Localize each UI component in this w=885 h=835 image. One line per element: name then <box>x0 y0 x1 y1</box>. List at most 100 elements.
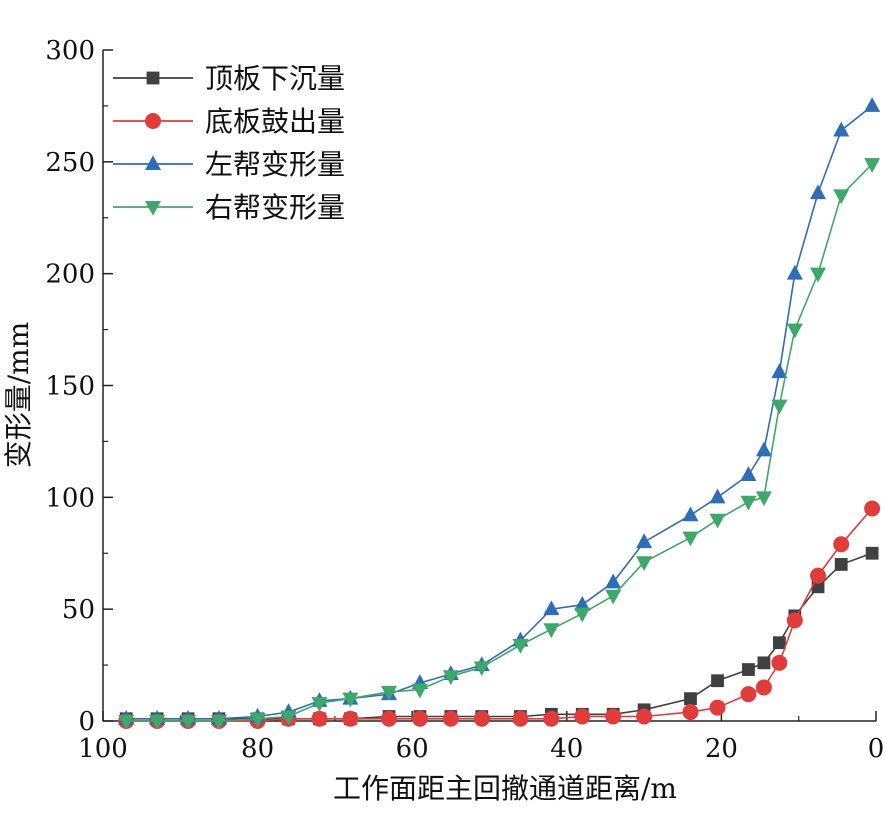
data-point <box>210 715 227 730</box>
data-point <box>709 488 726 504</box>
legend-label: 顶板下沉量 <box>205 62 345 95</box>
y-tick-label: 100 <box>45 483 95 513</box>
data-point <box>709 699 726 716</box>
data-point <box>543 600 560 616</box>
x-tick-label: 60 <box>396 734 429 764</box>
y-tick-label: 0 <box>78 707 95 737</box>
data-point <box>473 661 490 677</box>
data-point <box>864 500 881 517</box>
y-axis-title: 变形量/mm <box>2 322 35 469</box>
data-point <box>145 201 161 216</box>
legend-label: 底板鼓出量 <box>205 105 345 138</box>
data-point <box>740 686 757 703</box>
x-tick-label: 80 <box>241 734 274 764</box>
y-tick-label: 150 <box>45 372 95 402</box>
legend-item-3: 左帮变形量 <box>113 148 345 181</box>
data-point <box>711 674 724 688</box>
data-point <box>755 679 772 696</box>
data-point <box>865 546 879 560</box>
data-point <box>605 708 622 725</box>
data-point <box>605 589 622 605</box>
data-point <box>740 466 757 481</box>
series-2 <box>118 500 881 729</box>
series-layer <box>118 97 881 730</box>
data-point <box>811 580 825 594</box>
series-1 <box>119 546 879 726</box>
data-point <box>786 323 803 339</box>
legend-item-4: 右帮变形量 <box>113 191 345 224</box>
data-point <box>682 506 699 522</box>
data-point <box>311 710 328 727</box>
data-point <box>512 710 529 727</box>
data-point <box>411 710 428 727</box>
data-point <box>772 636 786 650</box>
data-point <box>864 158 881 173</box>
data-point <box>833 189 850 205</box>
data-point <box>786 264 803 280</box>
data-point <box>342 710 359 727</box>
x-tick-label: 100 <box>78 734 128 764</box>
data-point <box>180 715 197 730</box>
data-point <box>771 399 788 415</box>
legend-item-2: 底板鼓出量 <box>113 105 345 138</box>
data-point <box>786 612 803 629</box>
data-point <box>381 685 398 701</box>
x-tick-label: 20 <box>705 734 738 764</box>
data-point <box>833 121 850 137</box>
data-point <box>605 573 622 589</box>
data-point <box>682 531 699 547</box>
data-point <box>311 697 328 712</box>
data-point <box>442 670 459 686</box>
data-point <box>740 495 757 511</box>
y-tick-label: 200 <box>45 260 95 290</box>
data-point <box>149 715 166 730</box>
data-point <box>771 654 788 671</box>
data-point <box>810 184 827 200</box>
data-point <box>755 441 772 457</box>
legend-item-1: 顶板下沉量 <box>113 62 345 95</box>
data-point <box>682 704 699 721</box>
data-point <box>146 71 160 85</box>
data-point <box>757 656 771 670</box>
legend-label: 右帮变形量 <box>205 191 345 224</box>
data-point <box>833 536 850 553</box>
y-tick-label: 300 <box>45 36 95 66</box>
data-point <box>810 567 827 584</box>
data-point <box>543 710 560 727</box>
data-point <box>280 710 297 726</box>
data-point <box>742 663 755 676</box>
data-point <box>512 638 529 654</box>
data-point <box>118 715 135 730</box>
data-point <box>145 155 161 170</box>
data-point <box>381 710 398 727</box>
data-point <box>473 710 490 727</box>
x-tick-label: 40 <box>550 734 583 764</box>
data-point <box>442 710 459 727</box>
data-point <box>342 692 359 708</box>
series-4 <box>118 158 881 730</box>
data-point <box>574 607 591 623</box>
data-point <box>636 556 653 571</box>
data-point <box>411 683 428 699</box>
data-point <box>574 708 591 725</box>
data-point <box>709 513 726 529</box>
y-tick-label: 50 <box>62 595 95 625</box>
data-point <box>684 692 697 706</box>
x-axis-title: 工作面距主回撤通道距离/m <box>333 772 677 805</box>
y-tick-label: 250 <box>45 148 95 178</box>
legend-label: 左帮变形量 <box>205 148 345 181</box>
data-point <box>249 712 266 728</box>
data-point <box>574 595 591 611</box>
data-point <box>543 623 560 639</box>
data-point <box>771 363 788 379</box>
data-point <box>145 113 161 129</box>
data-point <box>864 97 881 112</box>
data-point <box>636 533 653 549</box>
series-line <box>126 163 873 722</box>
x-tick-label: 0 <box>868 734 885 764</box>
data-point <box>755 491 772 507</box>
data-point <box>636 708 653 725</box>
